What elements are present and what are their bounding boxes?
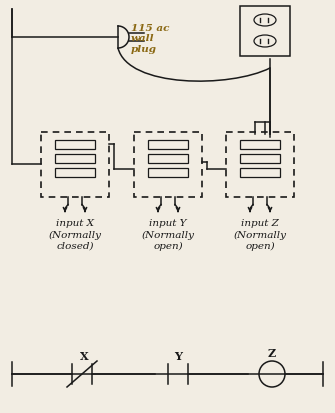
Bar xyxy=(148,168,188,177)
Bar xyxy=(240,168,280,177)
Bar xyxy=(55,168,95,177)
Bar xyxy=(148,140,188,149)
Text: input Y
(Normally
open): input Y (Normally open) xyxy=(141,219,195,250)
Bar xyxy=(41,132,109,197)
Text: input Z
(Normally
open): input Z (Normally open) xyxy=(233,219,286,250)
Bar xyxy=(240,140,280,149)
Bar xyxy=(240,7,290,57)
Bar xyxy=(134,132,202,197)
Bar xyxy=(226,132,294,197)
Bar xyxy=(55,140,95,149)
Text: Z: Z xyxy=(268,347,276,358)
Text: 115 ac
wall
plug: 115 ac wall plug xyxy=(131,24,170,54)
Text: X: X xyxy=(80,350,88,361)
Bar xyxy=(148,154,188,163)
Bar xyxy=(55,154,95,163)
Text: input X
(Normally
closed): input X (Normally closed) xyxy=(49,219,102,250)
Text: Y: Y xyxy=(174,350,182,361)
Bar xyxy=(240,154,280,163)
